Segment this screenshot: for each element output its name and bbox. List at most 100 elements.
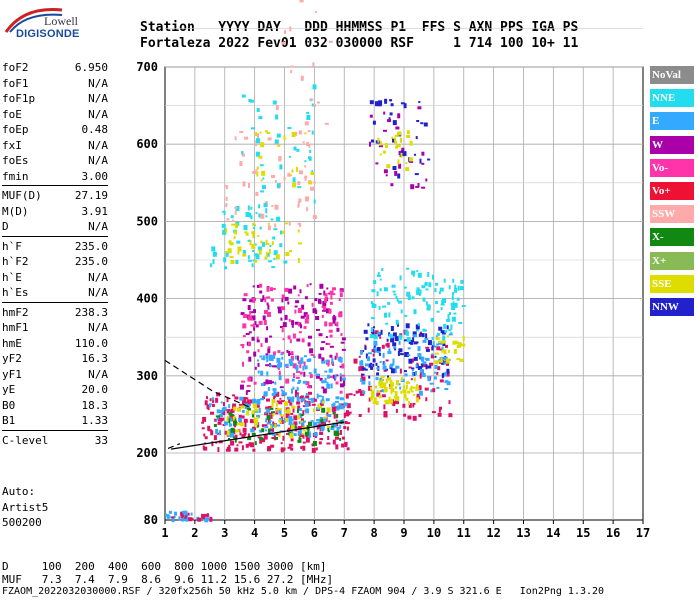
echo-point xyxy=(378,100,383,106)
echo-point xyxy=(226,218,230,221)
echo-point xyxy=(452,292,454,296)
echo-point xyxy=(438,326,443,331)
echo-point xyxy=(403,339,408,342)
echo-point xyxy=(448,333,453,336)
echo-point xyxy=(272,425,276,428)
echo-point xyxy=(383,382,386,388)
echo-point xyxy=(203,433,206,437)
echo-point xyxy=(257,359,259,362)
echo-point xyxy=(315,374,320,376)
echo-point xyxy=(296,369,299,372)
echo-point xyxy=(385,322,389,325)
echo-point xyxy=(427,340,432,346)
echo-point xyxy=(308,398,312,401)
echo-point xyxy=(210,411,214,415)
echo-point xyxy=(323,416,327,419)
echo-point xyxy=(331,293,336,296)
echo-point xyxy=(239,432,242,436)
echo-point xyxy=(217,447,220,453)
echo-point xyxy=(293,433,297,437)
echo-point xyxy=(385,359,389,362)
echo-point xyxy=(295,365,299,371)
echo-point xyxy=(327,436,330,440)
echo-point xyxy=(240,312,245,316)
echo-point xyxy=(257,246,262,251)
echo-point xyxy=(208,403,211,408)
echo-point xyxy=(452,340,456,345)
echo-point xyxy=(459,286,464,291)
echo-point xyxy=(381,268,384,271)
echo-point xyxy=(379,336,382,339)
echo-point xyxy=(398,151,402,155)
echo-point xyxy=(326,287,329,290)
echo-point xyxy=(297,308,302,313)
logo-arc-icon xyxy=(4,7,63,33)
echo-point xyxy=(387,301,391,305)
echo-point xyxy=(442,372,445,377)
echo-point xyxy=(213,252,218,255)
echo-point xyxy=(266,326,269,331)
echo-point xyxy=(292,418,295,421)
echo-point xyxy=(258,155,263,159)
echo-point xyxy=(317,403,320,409)
echo-point xyxy=(289,339,292,344)
echo-point xyxy=(311,447,316,453)
echo-point xyxy=(266,398,270,402)
echo-point xyxy=(278,375,282,381)
echo-point xyxy=(324,298,327,303)
echo-point xyxy=(230,260,235,264)
echo-point xyxy=(308,181,313,185)
echo-point xyxy=(379,153,382,156)
echo-point xyxy=(297,405,301,410)
echo-point xyxy=(253,323,255,328)
echo-point xyxy=(308,144,311,148)
echo-point xyxy=(234,223,238,229)
echo-point xyxy=(219,430,221,436)
echo-point xyxy=(223,257,227,263)
echo-point xyxy=(293,285,297,290)
param-row: foE N/A xyxy=(2,107,108,123)
echo-point xyxy=(247,377,252,382)
echo-point xyxy=(359,360,364,366)
echo-point xyxy=(325,359,329,363)
echo-point xyxy=(245,333,250,335)
echo-point xyxy=(236,423,241,425)
echo-point xyxy=(312,84,317,90)
trace-line xyxy=(170,421,345,450)
echo-point xyxy=(331,406,335,412)
param-name: yF2 xyxy=(2,352,22,365)
echo-point xyxy=(345,412,349,417)
echo-point xyxy=(447,314,450,319)
echo-point xyxy=(289,362,293,367)
echo-point xyxy=(396,298,399,302)
echo-point xyxy=(444,330,448,333)
param-row: foEp 0.48 xyxy=(2,122,108,138)
echo-point xyxy=(335,444,339,450)
echo-point xyxy=(274,381,277,385)
echo-point xyxy=(247,205,250,211)
echo-point xyxy=(254,441,257,446)
echo-point xyxy=(402,403,406,408)
echo-point xyxy=(328,420,331,423)
echo-point xyxy=(270,414,273,419)
echo-point xyxy=(201,421,205,424)
echo-point xyxy=(265,208,268,214)
echo-point xyxy=(389,363,393,368)
echo-point xyxy=(375,377,379,381)
echo-point xyxy=(249,99,254,103)
echo-point xyxy=(440,307,443,311)
echo-point xyxy=(313,180,316,184)
echo-point xyxy=(289,433,294,439)
echo-point xyxy=(378,305,381,310)
echo-point xyxy=(338,298,341,301)
echo-point xyxy=(237,250,240,255)
echo-point xyxy=(421,151,425,156)
echo-point xyxy=(362,391,366,394)
echo-point xyxy=(251,243,256,249)
echo-point xyxy=(255,144,258,147)
echo-point xyxy=(331,357,334,363)
echo-point xyxy=(256,284,260,288)
echo-point xyxy=(171,516,175,519)
echo-point xyxy=(400,137,402,143)
echo-point xyxy=(237,246,242,252)
